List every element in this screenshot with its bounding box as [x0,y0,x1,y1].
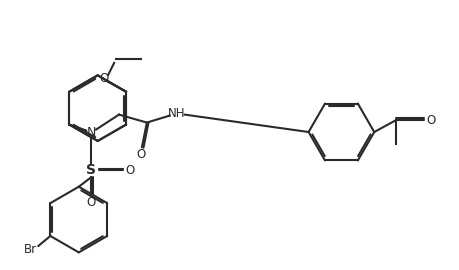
Text: O: O [426,114,436,127]
Text: S: S [86,163,96,177]
Text: O: O [100,72,109,85]
Text: O: O [86,196,96,209]
Text: NH: NH [168,107,185,120]
Text: O: O [136,148,146,161]
Text: Br: Br [24,244,37,256]
Text: N: N [86,126,96,139]
Text: O: O [125,164,134,177]
